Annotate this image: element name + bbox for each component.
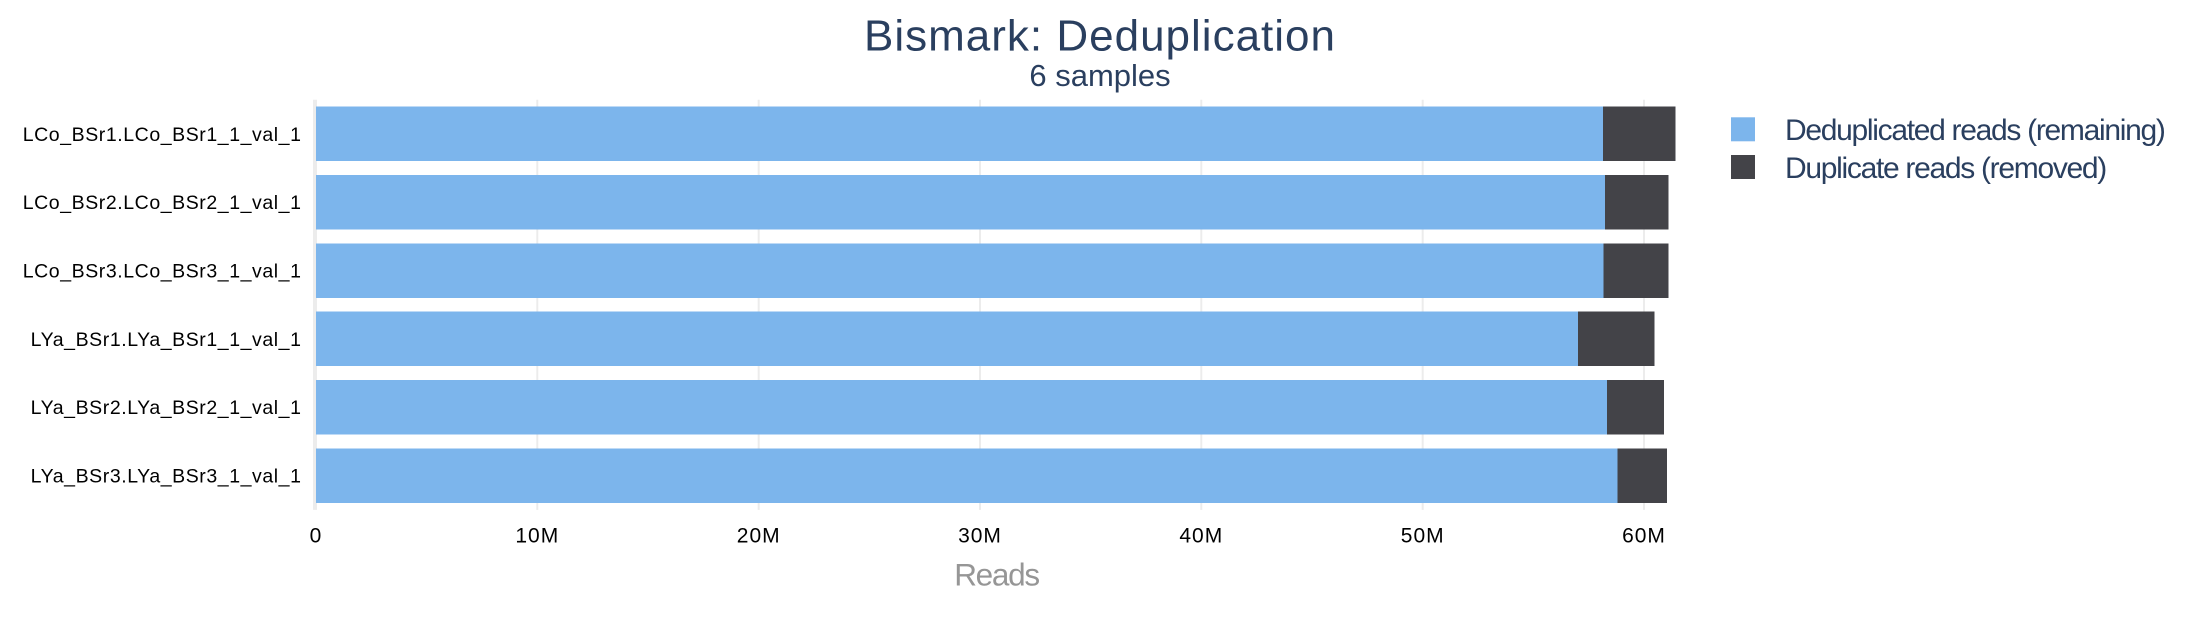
svg-text:20M: 20M: [737, 525, 781, 548]
svg-text:0: 0: [310, 525, 323, 548]
svg-text:40M: 40M: [1179, 525, 1223, 548]
svg-text:LCo_BSr1.LCo_BSr1_1_val_1: LCo_BSr1.LCo_BSr1_1_val_1: [23, 124, 302, 146]
svg-text:Deduplicated reads (remaining): Deduplicated reads (remaining): [1785, 114, 2165, 147]
svg-text:30M: 30M: [958, 525, 1002, 548]
svg-text:LCo_BSr2.LCo_BSr2_1_val_1: LCo_BSr2.LCo_BSr2_1_val_1: [23, 192, 302, 214]
svg-text:10M: 10M: [515, 525, 559, 548]
svg-text:LYa_BSr2.LYa_BSr2_1_val_1: LYa_BSr2.LYa_BSr2_1_val_1: [31, 397, 302, 419]
svg-text:50M: 50M: [1401, 525, 1445, 548]
svg-text:6 samples: 6 samples: [1029, 58, 1170, 93]
svg-text:Bismark: Deduplication: Bismark: Deduplication: [864, 11, 1336, 60]
svg-text:LYa_BSr1.LYa_BSr1_1_val_1: LYa_BSr1.LYa_BSr1_1_val_1: [31, 329, 302, 351]
svg-text:60M: 60M: [1622, 525, 1666, 548]
svg-text:LCo_BSr3.LCo_BSr3_1_val_1: LCo_BSr3.LCo_BSr3_1_val_1: [23, 261, 302, 283]
svg-text:LYa_BSr3.LYa_BSr3_1_val_1: LYa_BSr3.LYa_BSr3_1_val_1: [31, 466, 302, 488]
svg-text:Reads: Reads: [954, 557, 1039, 593]
svg-text:Duplicate reads (removed): Duplicate reads (removed): [1785, 152, 2106, 185]
